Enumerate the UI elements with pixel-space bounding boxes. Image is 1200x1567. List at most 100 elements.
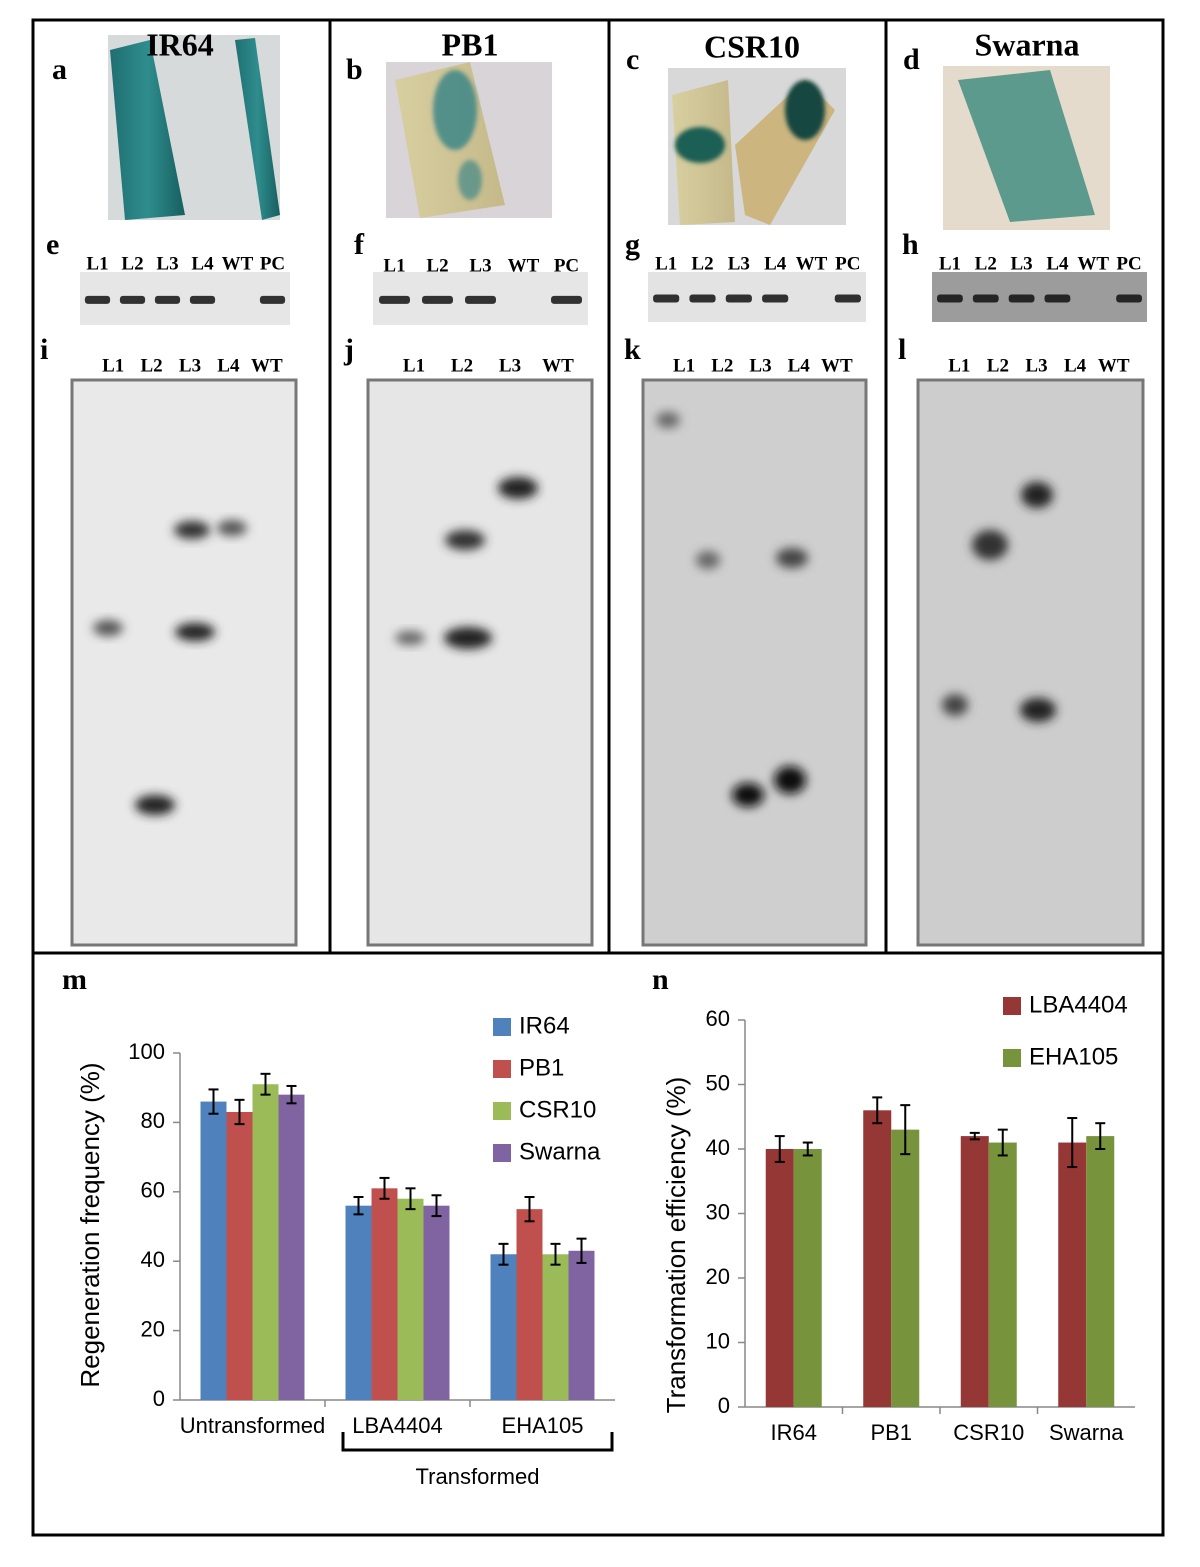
panel-letter: i [40, 333, 48, 366]
southern-blot [916, 378, 1145, 947]
panel-letter: n [652, 963, 669, 996]
y-tick-label: 30 [706, 1199, 730, 1224]
y-tick-label: 0 [153, 1386, 165, 1411]
error-bar [576, 1237, 587, 1264]
lane-label: L3 [749, 355, 771, 376]
error-bar [550, 1242, 561, 1266]
pcr-gel [80, 272, 290, 325]
lane-label: WT [222, 253, 254, 274]
lane-label: L1 [86, 253, 108, 274]
error-bar [524, 1196, 535, 1223]
lane-label: WT [1077, 253, 1109, 274]
x-tick-label: EHA105 [502, 1413, 584, 1438]
bar [371, 1188, 398, 1400]
lane-label: L2 [451, 355, 473, 376]
lane-label: L3 [728, 253, 750, 274]
legend-label: EHA105 [1029, 1043, 1118, 1070]
bar [278, 1094, 305, 1400]
panel-letter: d [903, 43, 920, 76]
error-bar [802, 1141, 813, 1157]
panel-letter: f [354, 228, 365, 261]
legend-label: Swarna [519, 1138, 601, 1165]
pcr-gel [648, 272, 866, 322]
gel-band [1008, 294, 1035, 303]
gel-band [834, 294, 861, 303]
bar [252, 1084, 279, 1400]
bar [397, 1198, 424, 1400]
gel-band [937, 294, 963, 303]
lane-label: L1 [939, 253, 961, 274]
error-bar [969, 1131, 980, 1141]
panel-letter: e [46, 228, 59, 261]
error-bar [208, 1088, 219, 1115]
gel-band [551, 295, 582, 304]
gel-band [465, 295, 496, 304]
x-tick-label: CSR10 [953, 1420, 1024, 1445]
lane-label: L4 [191, 253, 214, 274]
legend-swatch [1003, 997, 1021, 1015]
legend-label: CSR10 [519, 1096, 596, 1123]
panel-title: CSR10 [704, 28, 800, 64]
gel-band [119, 295, 146, 304]
lane-label: WT [508, 255, 540, 276]
lane-label: L2 [691, 253, 713, 274]
bar [568, 1250, 595, 1400]
bar [490, 1254, 517, 1400]
y-tick-label: 60 [706, 1006, 730, 1031]
frame [31, 18, 1165, 1537]
lane-label: WT [796, 253, 828, 274]
gel-band [762, 294, 789, 303]
legend-label: IR64 [519, 1012, 570, 1039]
lane-label: L2 [121, 253, 143, 274]
y-axis-label: Transformation efficiency (%) [661, 1077, 691, 1414]
error-bar [353, 1196, 364, 1216]
y-tick-label: 60 [141, 1178, 165, 1203]
error-bar [234, 1098, 245, 1126]
legend-swatch [493, 1144, 511, 1162]
bar [765, 1149, 794, 1407]
bar [226, 1111, 253, 1400]
lane-label: PC [1116, 253, 1141, 274]
y-tick-label: 80 [141, 1108, 165, 1133]
lane-label: L4 [788, 355, 811, 376]
y-tick-label: 20 [706, 1264, 730, 1289]
bar [988, 1142, 1017, 1407]
panel-title: Swarna [975, 26, 1080, 62]
error-bar [997, 1128, 1008, 1157]
lane-label: L3 [156, 253, 178, 274]
y-tick-label: 20 [141, 1316, 165, 1341]
gel-band [725, 294, 752, 303]
gel-band [154, 295, 181, 304]
bar [1086, 1136, 1115, 1407]
x-tick-label: LBA4404 [352, 1413, 443, 1438]
gel-band [189, 295, 216, 304]
panel-letter: b [346, 53, 363, 86]
error-bar [405, 1187, 416, 1211]
error-bar [286, 1084, 297, 1105]
group-bracket [341, 1432, 614, 1452]
leaf-photo [668, 68, 846, 225]
panel-letter: k [624, 333, 641, 366]
lane-label: L3 [1025, 355, 1047, 376]
legend-label: PB1 [519, 1054, 564, 1081]
southern-blot [366, 378, 594, 947]
panel-letter: m [62, 963, 87, 996]
legend-swatch [493, 1060, 511, 1078]
error-bar [872, 1096, 883, 1125]
panel-letter: c [626, 43, 639, 76]
lane-label: L1 [673, 355, 695, 376]
lane-label: PC [835, 253, 860, 274]
panel-letter: h [902, 228, 919, 261]
legend-swatch [493, 1018, 511, 1036]
lane-label: L4 [1064, 355, 1087, 376]
panel-letter: l [898, 333, 906, 366]
leaf-photo [108, 35, 280, 220]
gel-band [379, 295, 410, 304]
lane-label: WT [542, 355, 574, 376]
panel-letter: a [52, 53, 67, 86]
bar [200, 1101, 227, 1400]
gel-band [422, 295, 453, 304]
bar [516, 1209, 543, 1400]
lane-label: WT [821, 355, 853, 376]
